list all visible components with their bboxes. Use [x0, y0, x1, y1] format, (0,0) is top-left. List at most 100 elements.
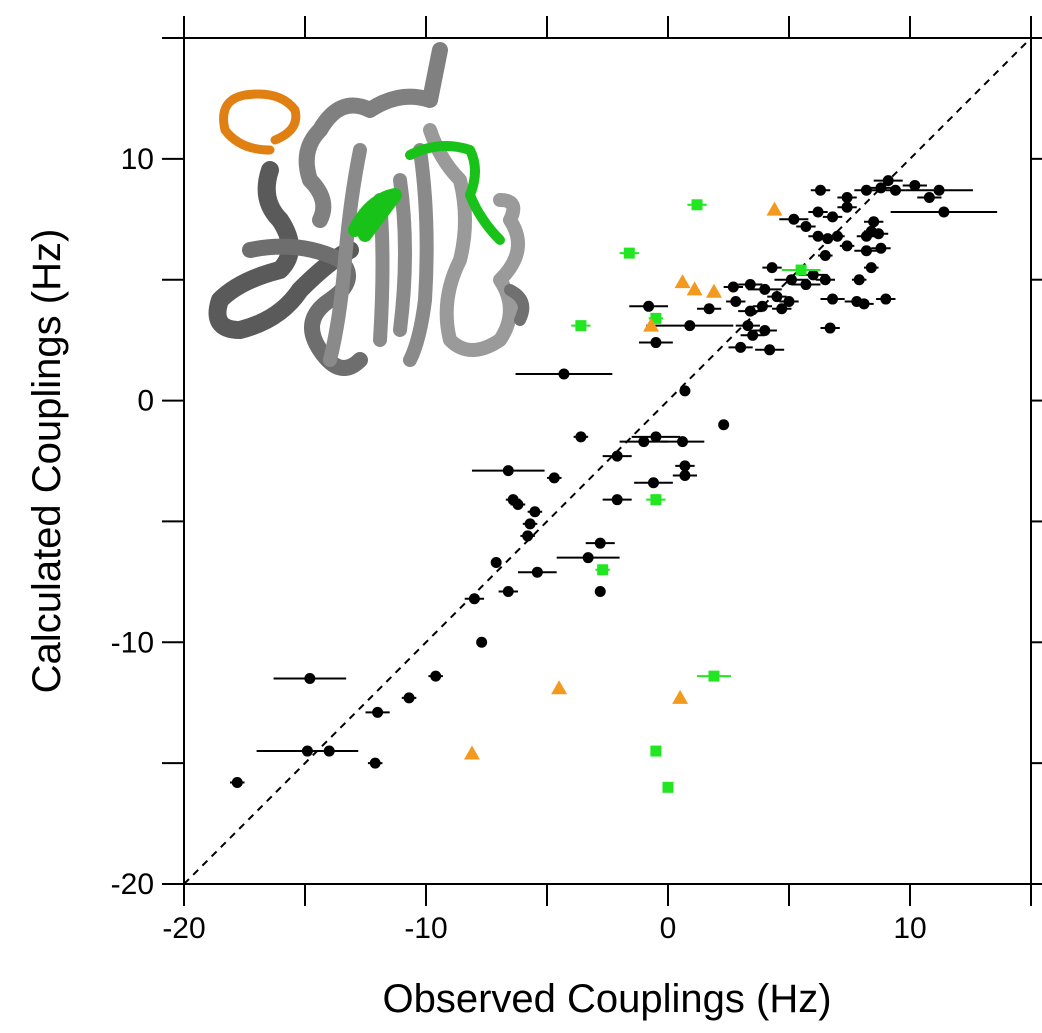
- point: [812, 206, 824, 218]
- point: [831, 230, 843, 242]
- point: [742, 320, 754, 332]
- point: [788, 213, 800, 225]
- point: [502, 586, 514, 598]
- point: [304, 673, 316, 685]
- plot-area: -20 -10 0 10 -20 -10 0 10: [111, 16, 1042, 945]
- point: [372, 706, 384, 718]
- point: [858, 298, 870, 310]
- point: [718, 419, 730, 431]
- point: [889, 184, 901, 196]
- identity-line: [183, 37, 1032, 885]
- point: [643, 317, 660, 332]
- y-axis-label: Calculated Couplings (Hz): [25, 229, 69, 694]
- point: [841, 240, 853, 252]
- point: [822, 233, 834, 245]
- point: [524, 518, 536, 530]
- point: [231, 776, 243, 788]
- point: [909, 179, 921, 191]
- y-tick-label: -20: [111, 868, 154, 901]
- point: [764, 344, 776, 356]
- point: [868, 216, 880, 228]
- plot-frame: [183, 37, 1032, 885]
- point: [674, 274, 691, 289]
- point: [430, 670, 442, 682]
- point: [531, 566, 543, 578]
- point: [594, 537, 606, 549]
- point: [650, 745, 662, 757]
- point: [771, 291, 783, 303]
- point: [747, 329, 759, 341]
- point: [468, 593, 480, 605]
- point: [783, 295, 795, 307]
- point: [841, 201, 853, 213]
- point: [403, 692, 415, 704]
- point: [865, 262, 877, 274]
- point: [766, 262, 778, 274]
- point: [875, 182, 887, 194]
- point: [819, 274, 831, 286]
- point: [529, 506, 541, 518]
- point: [548, 472, 560, 484]
- point: [819, 250, 831, 262]
- x-tick-label: 0: [660, 912, 677, 945]
- point: [880, 293, 892, 305]
- point: [647, 477, 659, 489]
- point: [766, 201, 783, 216]
- point: [650, 431, 662, 443]
- point: [827, 293, 839, 305]
- point: [691, 199, 703, 211]
- point: [597, 564, 609, 576]
- point: [672, 689, 689, 704]
- point: [800, 221, 812, 233]
- point: [369, 757, 381, 769]
- y-tick-label: 0: [137, 385, 154, 418]
- point: [650, 494, 662, 506]
- point: [684, 320, 696, 332]
- point: [744, 279, 756, 291]
- point: [812, 230, 824, 242]
- point: [807, 269, 819, 281]
- point: [463, 745, 480, 760]
- point: [853, 274, 865, 286]
- point: [785, 274, 797, 286]
- point: [776, 303, 788, 315]
- x-tick-label: -10: [404, 912, 447, 945]
- point: [512, 499, 524, 511]
- point: [575, 320, 587, 332]
- point: [323, 745, 335, 757]
- point: [735, 341, 747, 353]
- point: [677, 436, 689, 448]
- point: [933, 184, 945, 196]
- point: [679, 460, 691, 472]
- point: [703, 303, 715, 315]
- y-tick-label: -10: [111, 626, 154, 659]
- x-tick-label: -20: [162, 912, 205, 945]
- point: [551, 680, 568, 695]
- point: [865, 225, 877, 237]
- point: [611, 494, 623, 506]
- point: [860, 184, 872, 196]
- protein-inset: [208, 42, 530, 376]
- point: [759, 283, 771, 295]
- point: [827, 211, 839, 223]
- point: [882, 175, 894, 187]
- point: [860, 245, 872, 257]
- point: [875, 242, 887, 254]
- point: [594, 586, 606, 598]
- point: [814, 184, 826, 196]
- point: [679, 385, 691, 397]
- point: [623, 247, 635, 259]
- point: [730, 295, 742, 307]
- point: [650, 337, 662, 349]
- point: [938, 206, 950, 218]
- point: [686, 281, 703, 296]
- point: [522, 530, 534, 542]
- point: [800, 279, 812, 291]
- point: [575, 431, 587, 443]
- point: [705, 283, 722, 298]
- point: [841, 192, 853, 204]
- point: [643, 300, 655, 312]
- point: [923, 192, 935, 204]
- point: [662, 781, 674, 793]
